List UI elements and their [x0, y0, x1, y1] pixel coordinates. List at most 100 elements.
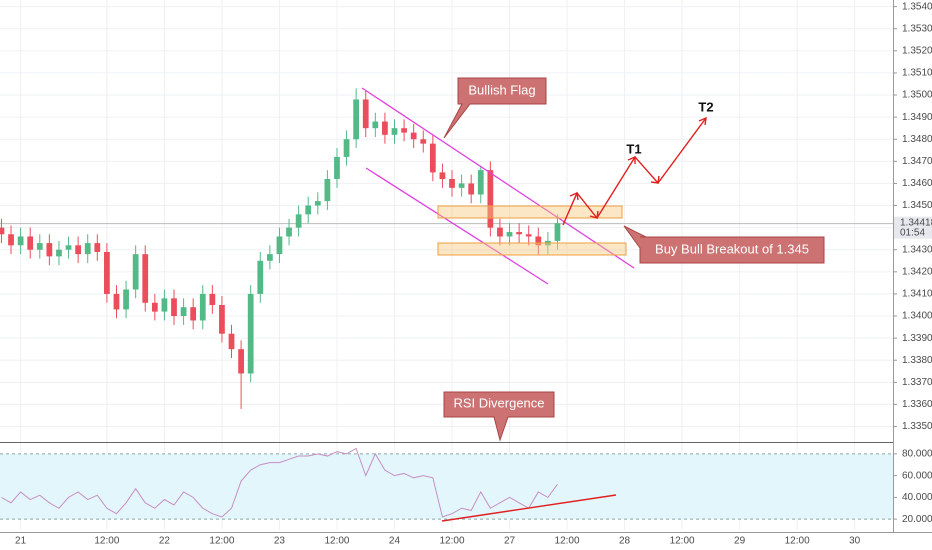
y-tick-label: 1.35400	[902, 1, 932, 12]
candle-body	[219, 304, 225, 334]
y-tick-label: 1.34300	[902, 244, 932, 255]
x-tick-label: 12:00	[439, 536, 464, 547]
x-tick-label: 22	[159, 536, 171, 547]
candle-body	[161, 298, 168, 312]
x-tick-label: 29	[734, 536, 746, 547]
candle-body	[468, 183, 475, 195]
candle-body	[151, 302, 158, 312]
divergence-callout	[443, 391, 555, 442]
y-tick-label: 1.35200	[902, 45, 932, 56]
candle-body	[257, 260, 264, 294]
y-tick-label: 1.34900	[902, 112, 932, 123]
candle-body	[458, 183, 465, 188]
candle-body	[171, 298, 177, 317]
candle-body	[535, 236, 542, 246]
candle-body	[123, 289, 129, 310]
candle-body	[276, 236, 283, 255]
divergence-line	[441, 494, 617, 522]
candle-body	[401, 128, 407, 133]
rsi-band	[0, 453, 893, 520]
candle-body	[8, 234, 14, 246]
x-tick-label: 12:00	[94, 536, 119, 547]
flag-callout	[443, 77, 547, 139]
target-2: T2	[698, 99, 713, 114]
candle-body	[497, 227, 503, 237]
rsi-tick-label: 40.0000	[902, 492, 932, 503]
channel-lower	[365, 167, 549, 285]
candle-body	[36, 243, 43, 250]
price-tag-label: 1.34418	[900, 217, 932, 228]
candle-body	[94, 243, 101, 252]
candle-body	[525, 234, 532, 237]
y-tick-label: 1.35000	[902, 90, 932, 101]
y-tick-label: 1.34600	[902, 178, 932, 189]
candle-body	[487, 170, 494, 228]
candle-body	[142, 254, 149, 303]
x-tick-label: 30	[849, 536, 861, 547]
candle-body	[353, 99, 360, 140]
labels: 21 12:00 22 12:00 23 12:00 24 12:00 27 12:00 28 12:…	[15, 1, 932, 547]
candle-body	[429, 143, 436, 173]
candle-body	[0, 227, 5, 235]
candle-body	[362, 99, 369, 129]
candle-body	[314, 201, 321, 206]
arrow-heads	[569, 116, 707, 219]
price-tag	[894, 216, 932, 239]
resistance-zone	[437, 205, 623, 219]
candle-body	[84, 243, 91, 255]
y-tick-label: 1.35300	[902, 23, 932, 34]
y-tick-label: 1.34700	[902, 156, 932, 167]
countdown-label: 01:54	[900, 227, 925, 238]
candle-body	[132, 254, 139, 290]
candle-body	[295, 214, 302, 228]
candle-body	[449, 179, 455, 188]
candle-body	[180, 307, 187, 317]
y-tick-label: 1.33500	[902, 421, 932, 432]
rsi-band-fill	[0, 453, 893, 520]
candle-body	[506, 232, 513, 237]
candle-body	[410, 132, 417, 140]
x-tick-label: 12:00	[324, 536, 349, 547]
breakout-callout	[623, 225, 825, 264]
candle-body	[65, 245, 72, 250]
candle-body	[372, 121, 379, 129]
rsi-tick-label: 60.0000	[902, 470, 932, 481]
support-zone	[437, 242, 627, 256]
candle-body	[391, 128, 398, 135]
marks	[0, 88, 561, 518]
x-tick-label: 23	[274, 536, 286, 547]
x-tick-label: 24	[389, 536, 401, 547]
y-tick-label: 1.35100	[902, 68, 932, 79]
x-tick-label: 12:00	[209, 536, 234, 547]
candle-body	[238, 349, 244, 374]
candle-body	[516, 232, 522, 235]
candle-body	[266, 254, 273, 261]
breakout-label: Buy Bull Breakout of 1.345	[655, 241, 809, 256]
y-tick-label: 1.33600	[902, 399, 932, 410]
y-tick-label: 1.33800	[902, 355, 932, 366]
candle-body	[420, 139, 427, 144]
candle-body	[17, 236, 24, 246]
candle-body	[113, 293, 120, 310]
candle-body	[554, 223, 561, 241]
x-tick-label: 28	[619, 536, 631, 547]
y-tick-label: 1.34100	[902, 289, 932, 300]
candle-body	[209, 293, 216, 305]
y-tick-label: 1.34800	[902, 134, 932, 145]
x-tick-label: 27	[504, 536, 516, 547]
y-tick-label: 1.34500	[902, 200, 932, 211]
x-tick-label: 12:00	[555, 536, 580, 547]
candle-body	[27, 236, 34, 250]
rsi-tick-label: 20.0000	[902, 514, 932, 525]
candle-body	[305, 205, 312, 215]
candle-body	[247, 293, 254, 374]
candle-body	[382, 121, 388, 135]
y-tick-label: 1.33700	[902, 377, 932, 388]
candle-body	[46, 243, 53, 257]
x-tick-label: 12:00	[670, 536, 695, 547]
candle-body	[439, 172, 446, 180]
candle-body	[228, 333, 235, 350]
candle-body	[56, 249, 62, 257]
candle-body	[324, 179, 331, 202]
